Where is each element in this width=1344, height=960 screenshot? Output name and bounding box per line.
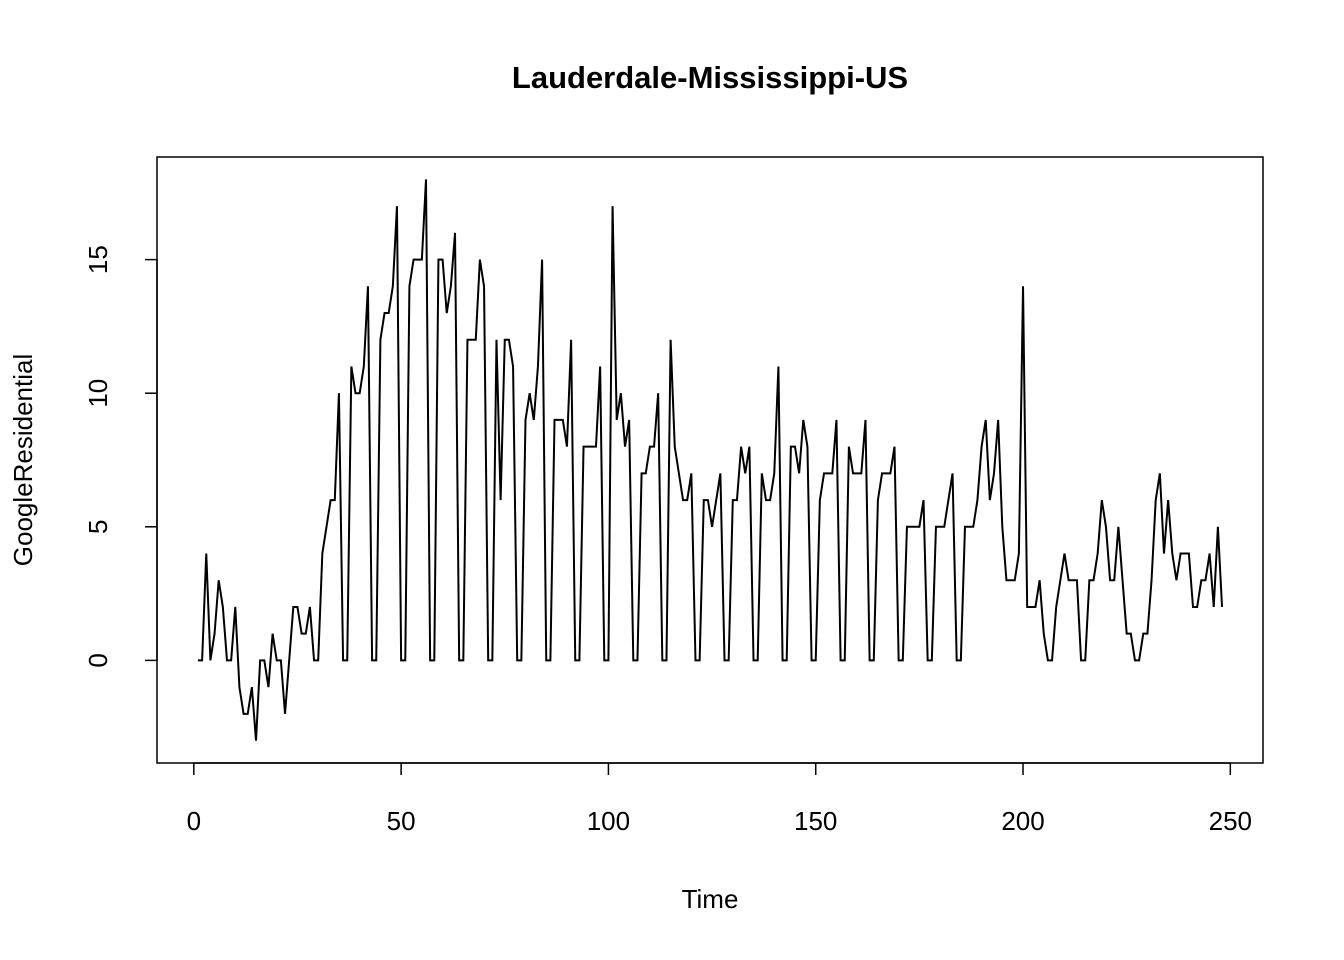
x-tick-label: 150 [794, 806, 837, 836]
y-tick-label: 10 [83, 379, 113, 408]
y-tick-label: 15 [83, 245, 113, 274]
x-tick-label: 50 [387, 806, 416, 836]
y-tick-label: 5 [83, 520, 113, 534]
x-tick-label: 100 [587, 806, 630, 836]
plot-frame [156, 156, 1264, 764]
y-axis-label: GoogleResidential [8, 354, 38, 566]
x-tick-label: 0 [187, 806, 201, 836]
chart-title: Lauderdale-Mississippi-US [512, 60, 908, 95]
x-tick-label: 200 [1001, 806, 1044, 836]
x-axis-label: Time [682, 884, 739, 914]
x-tick-label: 250 [1209, 806, 1252, 836]
data-line [197, 179, 1224, 741]
y-tick-label: 0 [83, 653, 113, 667]
